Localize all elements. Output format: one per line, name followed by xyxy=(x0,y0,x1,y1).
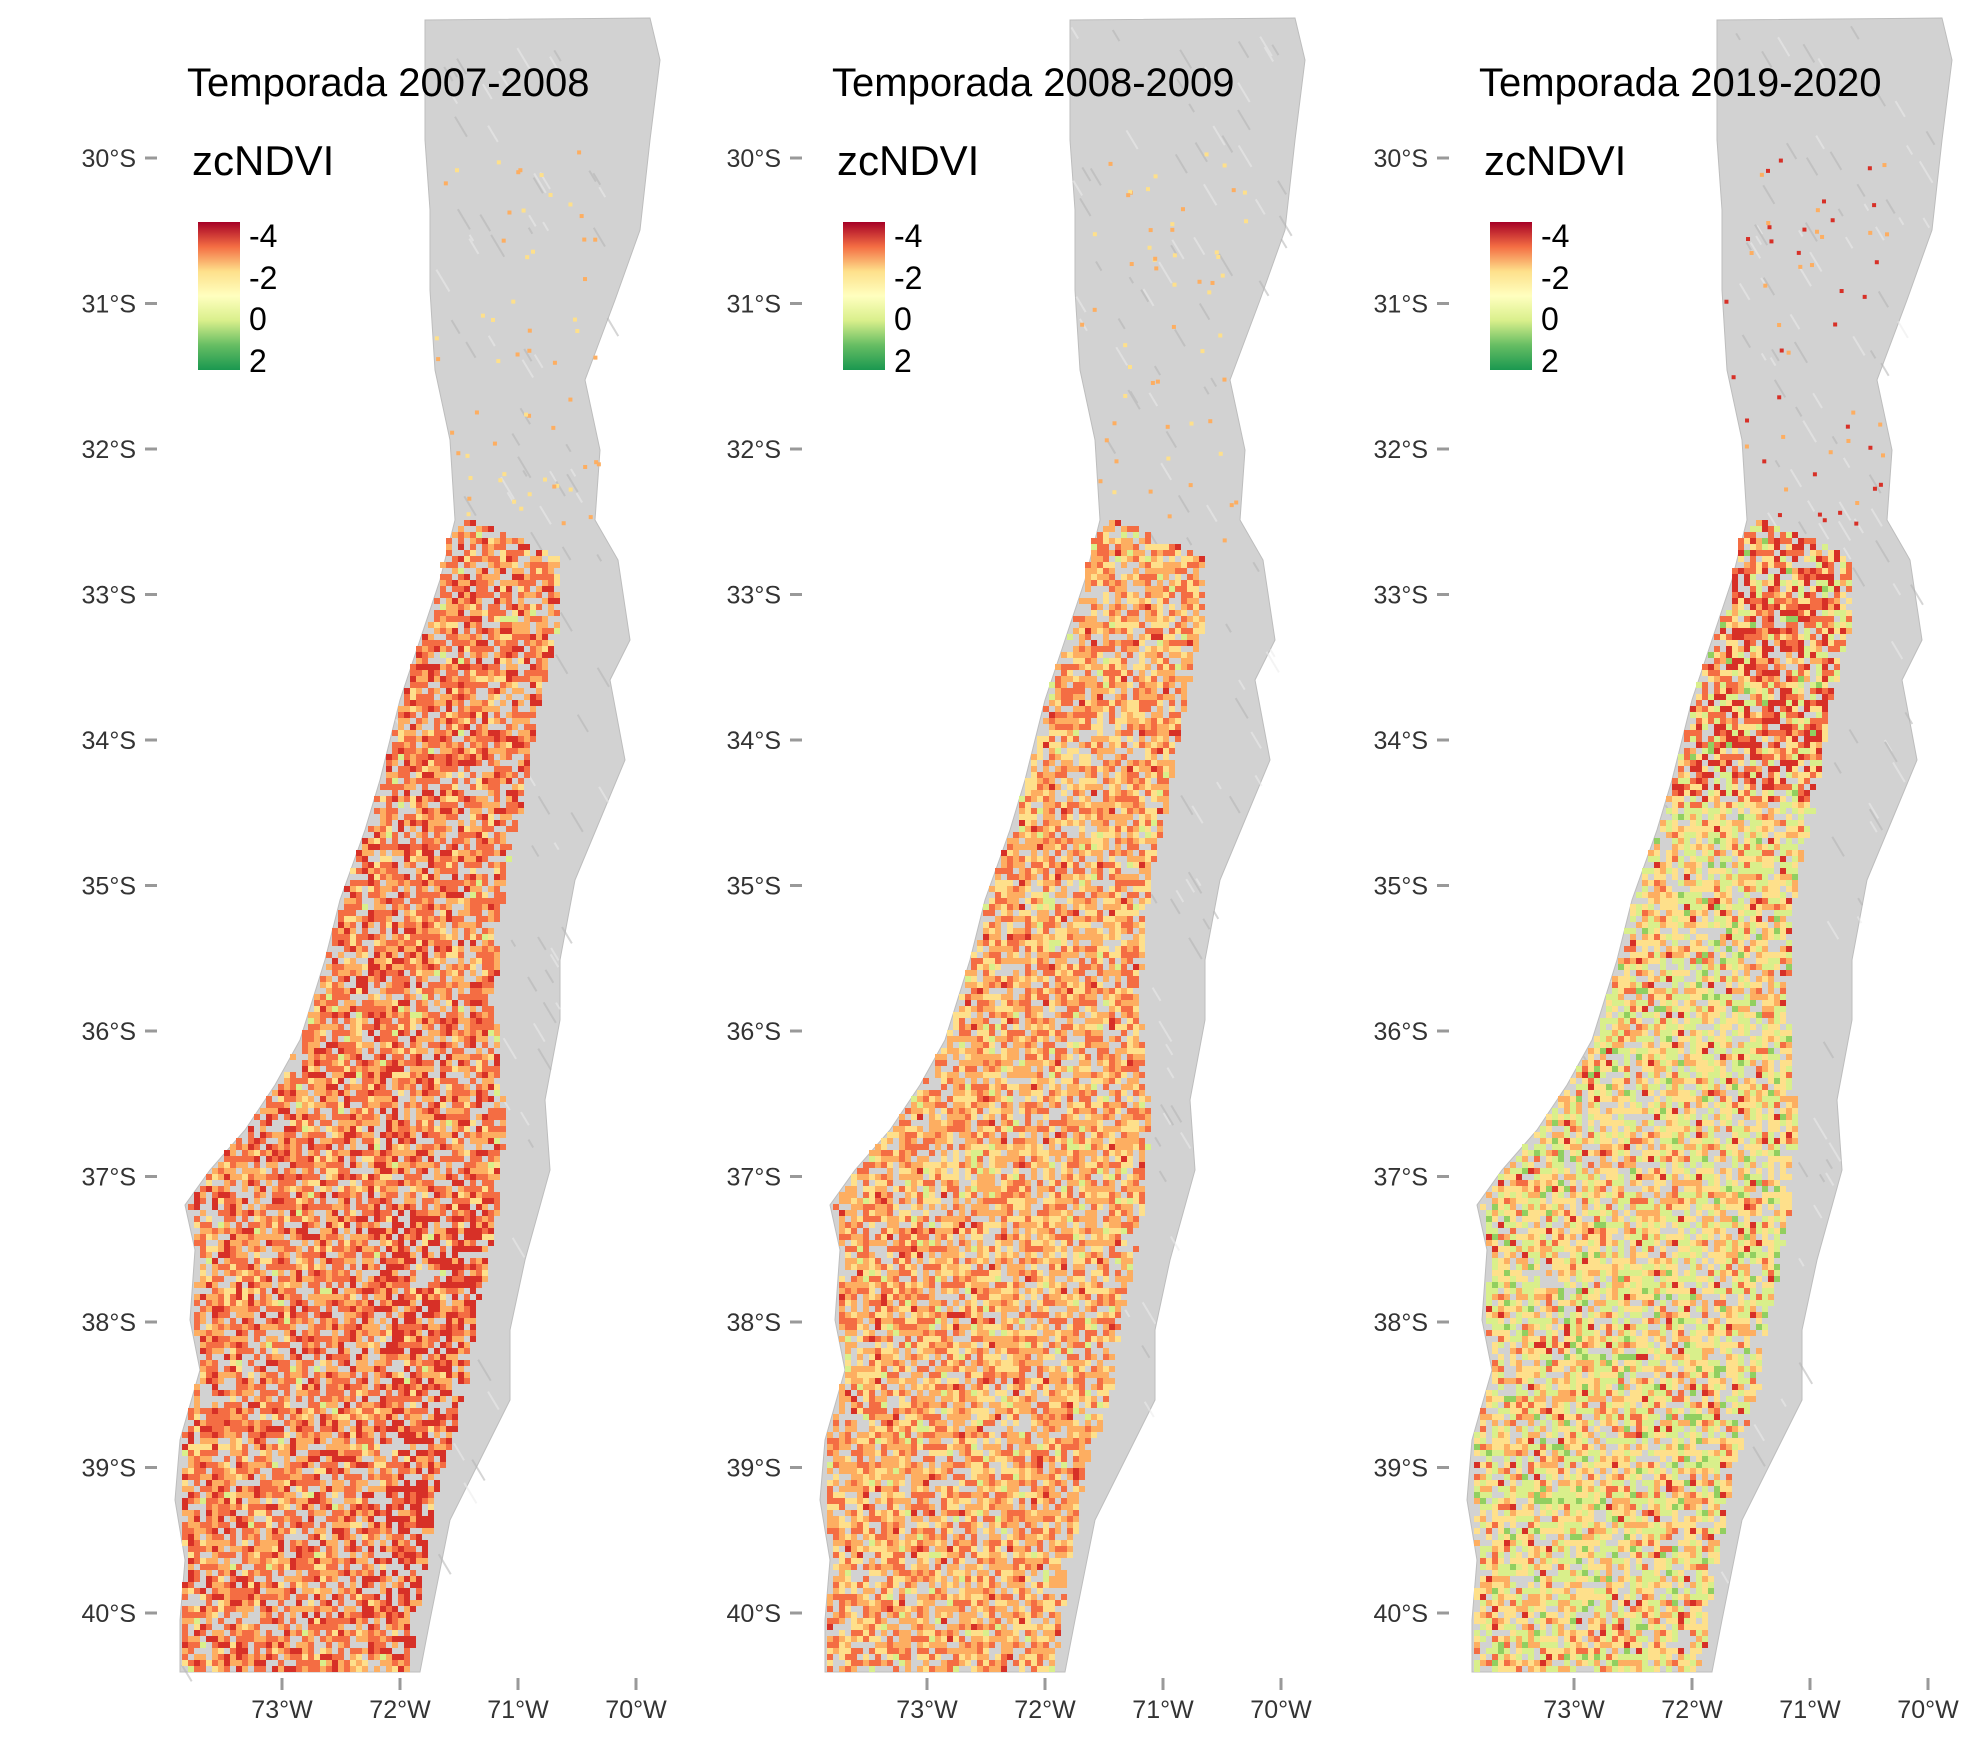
lat-tick-label: 34°S xyxy=(1374,727,1428,755)
panel-title: Temporada 2008-2009 xyxy=(832,61,1235,105)
legend-colorbar xyxy=(843,222,885,370)
lon-tick-label: 72°W xyxy=(1014,1696,1076,1724)
lat-tick-label: 40°S xyxy=(82,1600,136,1628)
longitude-axis: 73°W 72°W 71°W 70°W xyxy=(896,1678,1312,1724)
color-legend: zcNDVI -4 -2 0 2 xyxy=(1484,137,1626,379)
lat-tick-label: 31°S xyxy=(727,291,781,319)
lon-tick-label: 70°W xyxy=(605,1696,667,1724)
lat-tick-label: 39°S xyxy=(727,1455,781,1483)
lat-tick-label: 33°S xyxy=(1374,582,1428,610)
lat-tick-label: 40°S xyxy=(727,1600,781,1628)
lon-tick-label: 70°W xyxy=(1250,1696,1312,1724)
legend-title: zcNDVI xyxy=(837,137,979,184)
latitude-axis: 30°S 31°S 32°S 33°S 34°S 35°S 36°S 37°S 38°S 39°S… xyxy=(82,145,157,1628)
legend-break-label: 2 xyxy=(249,343,267,379)
lat-tick-label: 36°S xyxy=(727,1018,781,1046)
panel-title: Temporada 2007-2008 xyxy=(187,61,590,105)
lat-tick-label: 38°S xyxy=(1374,1309,1428,1337)
lat-tick-label: 39°S xyxy=(82,1455,136,1483)
legend-break-label: -2 xyxy=(1541,260,1569,296)
color-legend: zcNDVI -4 -2 0 2 xyxy=(192,137,334,379)
lon-tick-label: 72°W xyxy=(1661,1696,1723,1724)
lat-tick-label: 33°S xyxy=(82,582,136,610)
lat-tick-label: 31°S xyxy=(1374,291,1428,319)
legend-break-label: -2 xyxy=(894,260,922,296)
lat-tick-label: 39°S xyxy=(1374,1455,1428,1483)
longitude-axis: 73°W 72°W 71°W 70°W xyxy=(251,1678,667,1724)
zcndvi-raster xyxy=(1474,158,1890,1672)
color-legend: zcNDVI -4 -2 0 2 xyxy=(837,137,979,379)
latitude-axis: 30°S 31°S 32°S 33°S 34°S 35°S 36°S 37°S 38°S 39°S… xyxy=(1374,145,1449,1628)
longitude-axis: 73°W 72°W 71°W 70°W xyxy=(1543,1678,1959,1724)
legend-break-label: -4 xyxy=(249,218,277,254)
lat-tick-label: 35°S xyxy=(1374,873,1428,901)
legend-title: zcNDVI xyxy=(1484,137,1626,184)
lat-tick-label: 30°S xyxy=(82,145,136,173)
legend-colorbar xyxy=(1490,222,1532,370)
legend-break-label: 2 xyxy=(1541,343,1559,379)
lat-tick-label: 37°S xyxy=(82,1164,136,1192)
legend-colorbar xyxy=(198,222,240,370)
lat-tick-label: 36°S xyxy=(82,1018,136,1046)
map-panel-2: Temporada 2008-2009zcNDVI-4-20230°S31°S3… xyxy=(727,17,1312,1724)
zcndvi-raster xyxy=(827,152,1249,1672)
lon-tick-label: 73°W xyxy=(251,1696,313,1724)
legend-break-label: -2 xyxy=(249,260,277,296)
panel-title: Temporada 2019-2020 xyxy=(1479,61,1882,105)
lon-tick-label: 71°W xyxy=(1132,1696,1194,1724)
lat-tick-label: 32°S xyxy=(1374,436,1428,464)
legend-break-label: 2 xyxy=(894,343,912,379)
lat-tick-label: 38°S xyxy=(727,1309,781,1337)
lon-tick-label: 73°W xyxy=(1543,1696,1605,1724)
lat-tick-label: 36°S xyxy=(1374,1018,1428,1046)
lat-tick-label: 38°S xyxy=(82,1309,136,1337)
latitude-axis: 30°S 31°S 32°S 33°S 34°S 35°S 36°S 37°S 38°S 39°S… xyxy=(727,145,802,1628)
lon-tick-label: 70°W xyxy=(1897,1696,1959,1724)
legend-break-label: -4 xyxy=(894,218,922,254)
legend-break-label: 0 xyxy=(894,301,912,337)
lat-tick-label: 34°S xyxy=(82,727,136,755)
lat-tick-label: 30°S xyxy=(727,145,781,173)
legend-title: zcNDVI xyxy=(192,137,334,184)
lon-tick-label: 72°W xyxy=(369,1696,431,1724)
hillshade-texture xyxy=(1070,26,1293,1418)
lon-tick-label: 73°W xyxy=(896,1696,958,1724)
legend-break-label: 0 xyxy=(249,301,267,337)
legend-break-label: -4 xyxy=(1541,218,1569,254)
hillshade-texture xyxy=(180,47,620,1682)
legend-break-label: 0 xyxy=(1541,301,1559,337)
lat-tick-label: 35°S xyxy=(82,873,136,901)
zcndvi-raster xyxy=(182,150,601,1672)
lat-tick-label: 34°S xyxy=(727,727,781,755)
lat-tick-label: 32°S xyxy=(82,436,136,464)
map-panel-3: Temporada 2019-2020zcNDVI-4-20230°S31°S3… xyxy=(1374,17,1959,1724)
lat-tick-label: 37°S xyxy=(727,1164,781,1192)
lat-tick-label: 30°S xyxy=(1374,145,1428,173)
lon-tick-label: 71°W xyxy=(487,1696,549,1724)
lat-tick-label: 37°S xyxy=(1374,1164,1428,1192)
lat-tick-label: 40°S xyxy=(1374,1600,1428,1628)
lat-tick-label: 31°S xyxy=(82,291,136,319)
lat-tick-label: 35°S xyxy=(727,873,781,901)
map-panel-1: Temporada 2007-2008zcNDVI-4-20230°S31°S3… xyxy=(82,17,667,1724)
lat-tick-label: 33°S xyxy=(727,582,781,610)
lat-tick-label: 32°S xyxy=(727,436,781,464)
lon-tick-label: 71°W xyxy=(1779,1696,1841,1724)
